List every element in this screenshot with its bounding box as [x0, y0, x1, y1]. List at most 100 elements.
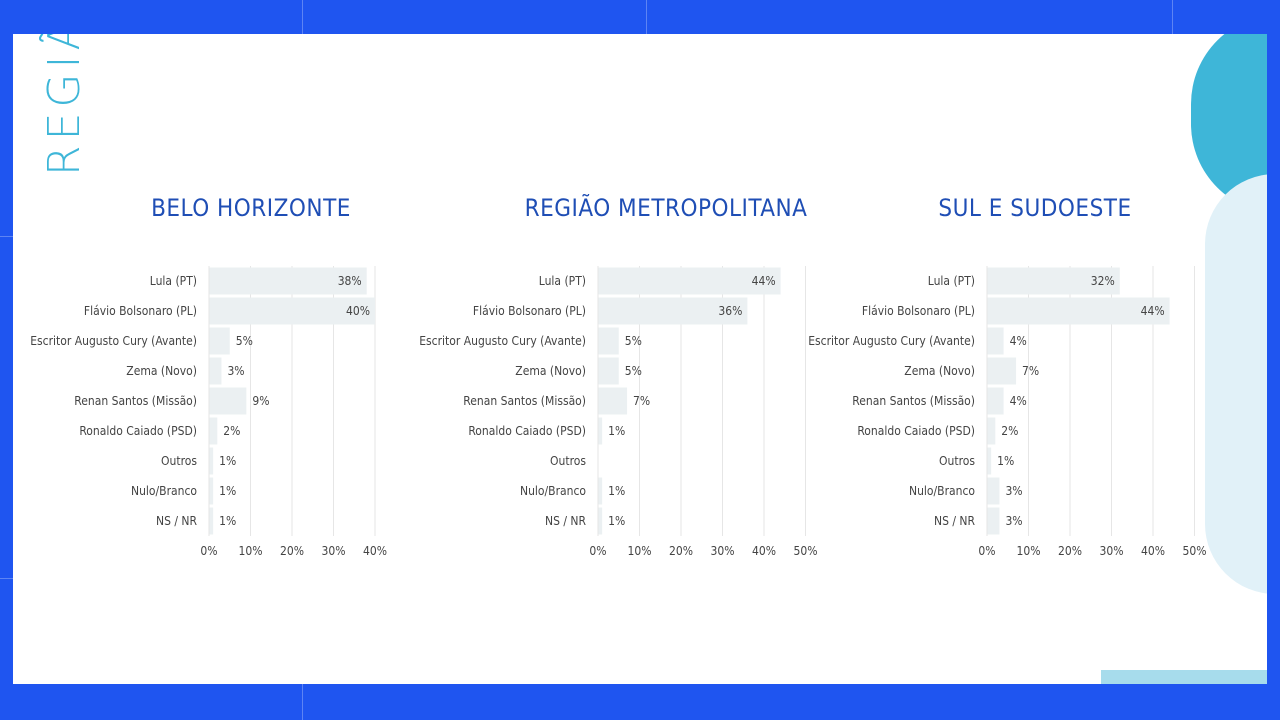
- category-label: Zema (Novo): [904, 364, 975, 378]
- bar: [598, 417, 603, 445]
- x-tick-label: 40%: [752, 544, 776, 558]
- x-tick-label: 20%: [280, 544, 304, 558]
- data-label: 38%: [338, 274, 362, 288]
- bar: [598, 327, 619, 355]
- bar: [598, 477, 603, 505]
- x-tick-label: 0%: [589, 544, 606, 558]
- category-label: Nulo/Branco: [520, 484, 586, 498]
- x-tick-label: 40%: [1141, 544, 1165, 558]
- bar: [209, 327, 230, 355]
- chart-panel: REGIÃO METROPOLITANA 0% 10% 20% 30% 40% 50% Lu…: [402, 194, 818, 574]
- background-line: [0, 578, 13, 579]
- background-line: [1172, 0, 1173, 34]
- bar: [987, 327, 1004, 355]
- chart-title: BELO HORIZONTE: [151, 194, 351, 222]
- x-tick-label: 20%: [669, 544, 693, 558]
- category-label: Ronaldo Caiado (PSD): [79, 424, 197, 438]
- x-tick-label: 0%: [978, 544, 995, 558]
- bar: [987, 507, 1000, 535]
- data-label: 9%: [252, 394, 269, 408]
- category-label: Escritor Augusto Cury (Avante): [808, 334, 975, 348]
- x-tick-label: 50%: [794, 544, 818, 558]
- decorative-shape: [1205, 174, 1267, 594]
- category-label: Outros: [939, 454, 975, 468]
- data-label: 3%: [1005, 514, 1022, 528]
- bar: [209, 507, 214, 535]
- bar: [209, 477, 214, 505]
- bar: [209, 297, 375, 325]
- data-label: 1%: [608, 484, 625, 498]
- data-label: 32%: [1091, 274, 1115, 288]
- section-title: REGIÃO: [39, 34, 90, 176]
- bar-chart: 0% 10% 20% 30% 40% Lula (PT) 38% Flávio Bolsona…: [30, 266, 387, 558]
- x-tick-label: 30%: [711, 544, 735, 558]
- category-label: Ronaldo Caiado (PSD): [857, 424, 975, 438]
- category-label: Ronaldo Caiado (PSD): [468, 424, 586, 438]
- slide-card: REGIÃO BELO HORIZONTE 0% 10% 20% 30% 40% Lula…: [13, 34, 1267, 684]
- bar: [209, 447, 214, 475]
- bar: [209, 417, 218, 445]
- data-label: 2%: [223, 424, 240, 438]
- data-label: 40%: [346, 304, 370, 318]
- category-label: Flávio Bolsonaro (PL): [84, 304, 197, 318]
- x-tick-label: 0%: [200, 544, 217, 558]
- category-label: Escritor Augusto Cury (Avante): [30, 334, 197, 348]
- category-label: Flávio Bolsonaro (PL): [473, 304, 586, 318]
- data-label: 5%: [625, 334, 642, 348]
- x-tick-label: 50%: [1183, 544, 1207, 558]
- data-label: 5%: [625, 364, 642, 378]
- data-label: 44%: [1141, 304, 1165, 318]
- data-label: 1%: [997, 454, 1014, 468]
- x-tick-label: 30%: [1100, 544, 1124, 558]
- bar-chart: 0% 10% 20% 30% 40% 50% Lula (PT) 44% Flávio Bols…: [419, 266, 818, 558]
- category-label: NS / NR: [934, 514, 975, 528]
- category-label: Outros: [161, 454, 197, 468]
- data-label: 1%: [608, 514, 625, 528]
- data-label: 4%: [1010, 334, 1027, 348]
- chart-title: SUL E SUDOESTE: [938, 194, 1132, 222]
- data-label: 3%: [1005, 484, 1022, 498]
- category-label: Flávio Bolsonaro (PL): [862, 304, 975, 318]
- bar: [987, 297, 1170, 325]
- data-label: 3%: [227, 364, 244, 378]
- bar: [598, 297, 748, 325]
- chart-panel: SUL E SUDOESTE 0% 10% 20% 30% 40% 50% Lula (PT…: [791, 194, 1206, 574]
- data-label: 1%: [219, 484, 236, 498]
- x-tick-label: 20%: [1058, 544, 1082, 558]
- bar: [987, 357, 1017, 385]
- bar: [209, 387, 247, 415]
- bar: [209, 267, 367, 295]
- data-label: 1%: [608, 424, 625, 438]
- category-label: Escritor Augusto Cury (Avante): [419, 334, 586, 348]
- bar: [987, 477, 1000, 505]
- x-tick-label: 10%: [628, 544, 652, 558]
- data-label: 2%: [1001, 424, 1018, 438]
- data-label: 5%: [236, 334, 253, 348]
- category-label: Renan Santos (Missão): [852, 394, 975, 408]
- data-label: 1%: [219, 454, 236, 468]
- category-label: Nulo/Branco: [131, 484, 197, 498]
- bar: [987, 417, 996, 445]
- category-label: NS / NR: [545, 514, 586, 528]
- x-tick-label: 10%: [239, 544, 263, 558]
- bar: [987, 267, 1120, 295]
- background-line: [302, 0, 303, 34]
- background-line: [646, 0, 647, 34]
- data-label: 36%: [718, 304, 742, 318]
- data-label: 7%: [633, 394, 650, 408]
- background-line: [0, 236, 13, 237]
- chart-title: REGIÃO METROPOLITANA: [524, 194, 808, 222]
- category-label: Renan Santos (Missão): [74, 394, 197, 408]
- category-label: Outros: [550, 454, 586, 468]
- bar: [987, 387, 1004, 415]
- x-tick-label: 40%: [363, 544, 387, 558]
- category-label: Lula (PT): [928, 274, 975, 288]
- category-label: NS / NR: [156, 514, 197, 528]
- bar: [598, 387, 628, 415]
- x-tick-label: 30%: [322, 544, 346, 558]
- bar: [598, 507, 603, 535]
- category-label: Zema (Novo): [515, 364, 586, 378]
- category-label: Nulo/Branco: [909, 484, 975, 498]
- bar: [987, 447, 992, 475]
- data-label: 7%: [1022, 364, 1039, 378]
